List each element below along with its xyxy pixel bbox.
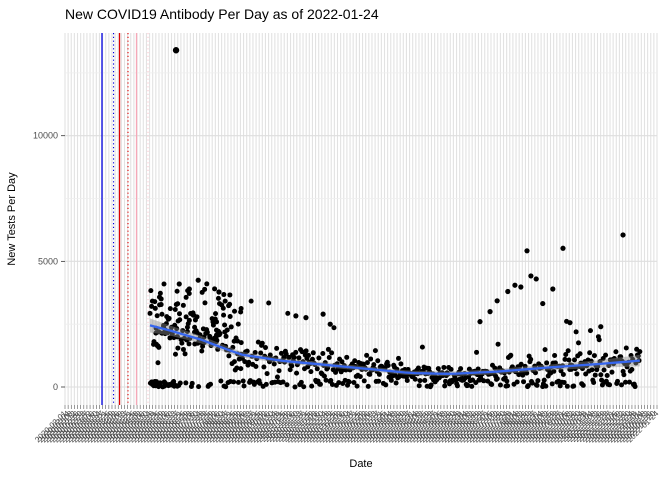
chart-title: New COVID19 Antibody Per Day as of 2022-… (65, 6, 379, 22)
y-axis-labels: 0 5000 10000 (33, 131, 58, 392)
svg-text:10000: 10000 (33, 131, 58, 141)
confidence-ribbon (150, 318, 640, 377)
scatter-points (147, 47, 643, 390)
x-axis-title: Date (349, 458, 373, 470)
vertical-gridlines (64, 33, 658, 405)
event-lines (101, 33, 149, 405)
x-axis-labels: 2020-02-012020-02-042020-02-082020-02-12… (33, 409, 661, 445)
svg-text:0: 0 (53, 382, 58, 392)
x-axis-ticks (64, 405, 658, 409)
y-axis-ticks (61, 135, 65, 388)
smooth-trend-line (149, 324, 640, 375)
svg-text:5000: 5000 (38, 256, 58, 266)
